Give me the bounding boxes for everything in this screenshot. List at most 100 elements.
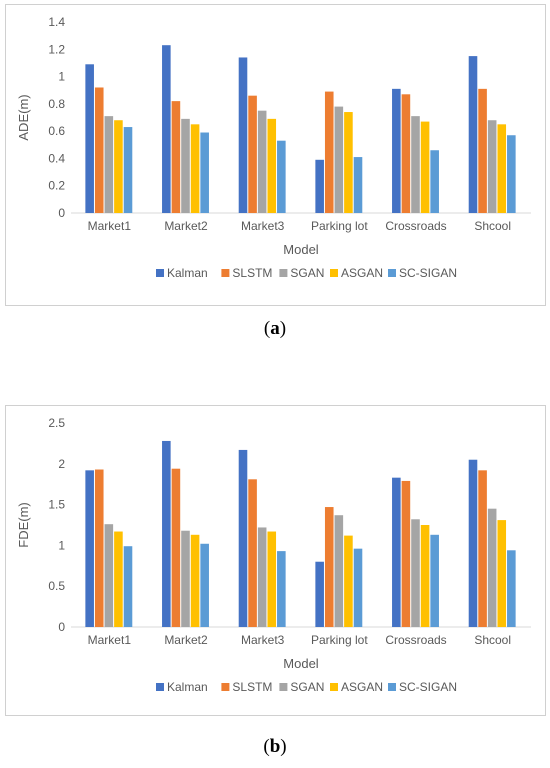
ade-bar-chart: 0 0.2 0.4 0.6 0.8 1 1.2 1.4 ADE(m) Market1 Market2… (16, 15, 531, 280)
bar-asgan (344, 112, 353, 213)
bar-sc-sigan (507, 550, 516, 627)
legend-label: SC-SIGAN (399, 266, 457, 280)
y-tick-label: 0.8 (48, 97, 65, 111)
legend-label: SC-SIGAN (399, 680, 457, 694)
bar-asgan (497, 124, 507, 213)
legend-swatch (279, 269, 288, 277)
y-tick-label: 0.5 (48, 579, 65, 593)
legend-label: SLSTM (232, 680, 272, 694)
x-tick-label: Parking lot (311, 219, 368, 233)
bar-asgan (114, 531, 123, 627)
x-tick-label: Market1 (88, 633, 132, 647)
bar-kalman (315, 561, 324, 627)
bar-slstm (94, 469, 104, 627)
bar-kalman (238, 57, 248, 213)
bar-slstm (401, 94, 411, 213)
bar-slstm (248, 95, 257, 213)
y-axis-title: FDE(m) (16, 502, 31, 548)
bar-slstm (248, 479, 257, 627)
y-tick-label: 0 (58, 206, 65, 220)
bar-kalman (392, 88, 401, 213)
legend-swatch (156, 683, 164, 691)
y-tick-label: 1.2 (48, 42, 65, 56)
legend-label: SLSTM (232, 266, 272, 280)
legend-swatch (330, 683, 338, 691)
x-tick-label: Market3 (241, 633, 285, 647)
legend-swatch (388, 683, 396, 691)
bar-slstm (478, 88, 487, 213)
bar-sgan (334, 515, 344, 627)
y-tick-label: 1.4 (48, 15, 65, 29)
y-axis-title: ADE(m) (16, 94, 31, 140)
bar-kalman (238, 449, 248, 627)
bar-sc-sigan (123, 127, 133, 213)
y-tick-label: 1 (58, 538, 65, 552)
bar-asgan (267, 531, 277, 627)
y-tick-label: 2 (58, 457, 65, 471)
legend-swatch (330, 269, 338, 277)
y-tick-label: 0.2 (48, 179, 65, 193)
bar-sgan (411, 116, 420, 213)
y-tick-label: 1 (58, 70, 65, 84)
bar-kalman (85, 64, 94, 213)
bar-sgan (181, 118, 190, 213)
legend-label: ASGAN (341, 680, 383, 694)
bar-sgan (334, 106, 344, 213)
bar-slstm (324, 507, 334, 627)
bar-slstm (171, 101, 181, 213)
legend-label: SGAN (290, 266, 324, 280)
bar-kalman (85, 470, 94, 627)
y-tick-label: 0.4 (48, 151, 65, 165)
x-tick-label: Crossroads (385, 219, 446, 233)
bar-sgan (257, 110, 267, 213)
bar-kalman (392, 477, 401, 627)
bar-asgan (420, 525, 430, 627)
y-tick-label: 0 (58, 620, 65, 634)
bar-slstm (171, 468, 181, 627)
bar-slstm (94, 87, 104, 213)
x-tick-label: Crossroads (385, 633, 446, 647)
bar-sc-sigan (277, 551, 286, 627)
bar-sgan (181, 530, 190, 627)
bar-kalman (468, 56, 478, 213)
legend-label: Kalman (167, 266, 208, 280)
caption-a: (a) (263, 318, 287, 339)
chart-panel-fde: 0 0.5 1 1.5 2 2.5 FDE(m) Market1 Market2 Market3 P… (5, 405, 546, 716)
bar-sgan (104, 116, 114, 213)
x-axis-title: Model (283, 242, 319, 257)
bar-slstm (324, 91, 334, 213)
legend-label: ASGAN (341, 266, 383, 280)
bar-sc-sigan (353, 548, 363, 627)
chart-panel-ade: 0 0.2 0.4 0.6 0.8 1 1.2 1.4 ADE(m) Market1 Market2… (5, 4, 546, 306)
bar-slstm (478, 470, 487, 627)
bar-slstm (401, 480, 411, 627)
bar-asgan (267, 118, 277, 213)
bar-sc-sigan (353, 157, 363, 213)
caption-a-letter: a (270, 318, 280, 339)
bar-sc-sigan (277, 140, 286, 213)
legend-swatch (221, 269, 230, 277)
x-tick-label: Market2 (164, 219, 208, 233)
bar-asgan (497, 520, 507, 627)
fde-bar-chart: 0 0.5 1 1.5 2 2.5 FDE(m) Market1 Market2 Market3 P… (16, 416, 531, 694)
bar-asgan (420, 121, 430, 213)
bar-sgan (257, 527, 267, 627)
y-tick-label: 2.5 (48, 416, 65, 430)
x-tick-label: Market1 (88, 219, 132, 233)
legend-swatch (279, 683, 288, 691)
bar-kalman (315, 159, 324, 213)
legend-label: Kalman (167, 680, 208, 694)
caption-b-letter: b (269, 736, 281, 757)
bar-kalman (162, 440, 171, 627)
bar-asgan (114, 120, 123, 213)
bar-kalman (162, 45, 171, 213)
bar-kalman (468, 459, 478, 627)
x-tick-label: Parking lot (311, 633, 368, 647)
bar-sc-sigan (507, 135, 516, 213)
bar-asgan (344, 535, 353, 627)
bar-sc-sigan (123, 546, 133, 627)
x-axis-title: Model (283, 656, 319, 671)
legend-label: SGAN (290, 680, 324, 694)
bar-asgan (190, 534, 200, 627)
x-tick-label: Shcool (474, 633, 511, 647)
